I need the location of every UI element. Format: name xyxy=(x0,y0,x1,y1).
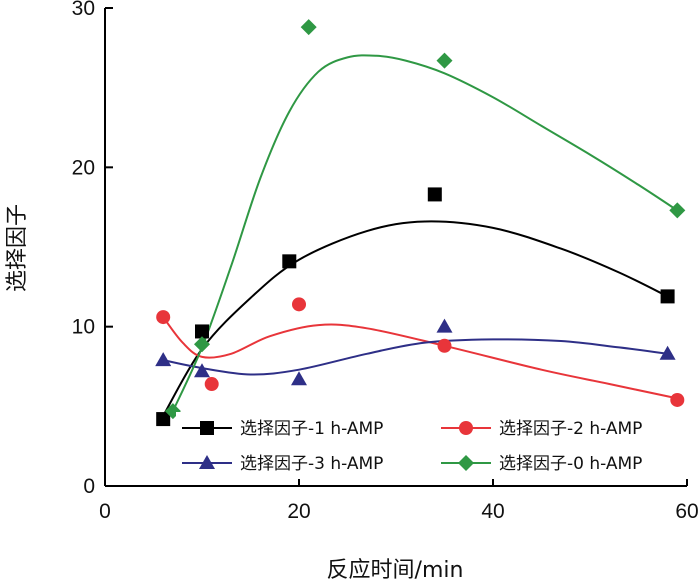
point-square xyxy=(427,187,442,202)
y-axis-title: 选择因子 xyxy=(5,204,30,292)
legend-marker-triangle xyxy=(199,455,215,469)
point-diamond xyxy=(300,19,317,36)
trend-line-circle xyxy=(162,316,678,400)
axes: 0 10 20 30 0 20 40 60 xyxy=(72,0,699,523)
x-tick-label: 20 xyxy=(287,500,310,523)
x-tick-label: 60 xyxy=(675,500,698,523)
legend-marker-diamond xyxy=(458,455,474,471)
x-axis-title: 反应时间/min xyxy=(327,558,464,583)
point-triangle xyxy=(194,363,210,378)
legend-marker-circle xyxy=(459,421,473,435)
point-square xyxy=(282,254,297,269)
y-tick-label: 10 xyxy=(72,316,95,339)
trend-line-triangle xyxy=(162,338,668,376)
point-circle xyxy=(204,377,219,392)
trend-lines xyxy=(162,54,678,417)
x-tick-label: 40 xyxy=(481,500,504,523)
legend: 选择因子-1 h-AMP 选择因子-2 h-AMP 选择因子-3 h-AMP 选择因子… xyxy=(176,412,690,479)
point-triangle xyxy=(436,318,453,333)
point-square xyxy=(195,324,209,339)
legend-label-square: 选择因子-1 h-AMP xyxy=(240,419,383,439)
y-tick-label: 20 xyxy=(72,156,95,179)
point-diamond xyxy=(436,52,453,69)
legend-label-triangle: 选择因子-3 h-AMP xyxy=(240,454,383,474)
legend-label-diamond: 选择因子-0 h-AMP xyxy=(499,454,642,474)
point-triangle xyxy=(155,352,172,367)
point-diamond xyxy=(669,202,686,219)
y-tick-label: 30 xyxy=(72,0,95,20)
point-diamond xyxy=(194,336,210,353)
trend-line-diamond xyxy=(171,54,678,412)
trend-line-square xyxy=(162,220,669,417)
legend-label-circle: 选择因子-2 h-AMP xyxy=(499,419,642,439)
y-tick-label: 0 xyxy=(83,475,95,498)
point-triangle xyxy=(659,345,676,360)
point-circle xyxy=(670,392,685,407)
x-tick-label: 0 xyxy=(99,500,111,523)
point-square xyxy=(660,289,675,304)
point-square xyxy=(156,412,171,427)
data-points xyxy=(155,19,686,427)
point-circle xyxy=(292,297,306,312)
legend-box xyxy=(176,412,690,479)
point-circle xyxy=(156,310,171,325)
legend-marker-square xyxy=(200,421,214,435)
point-circle xyxy=(437,338,452,353)
point-triangle xyxy=(291,371,307,386)
